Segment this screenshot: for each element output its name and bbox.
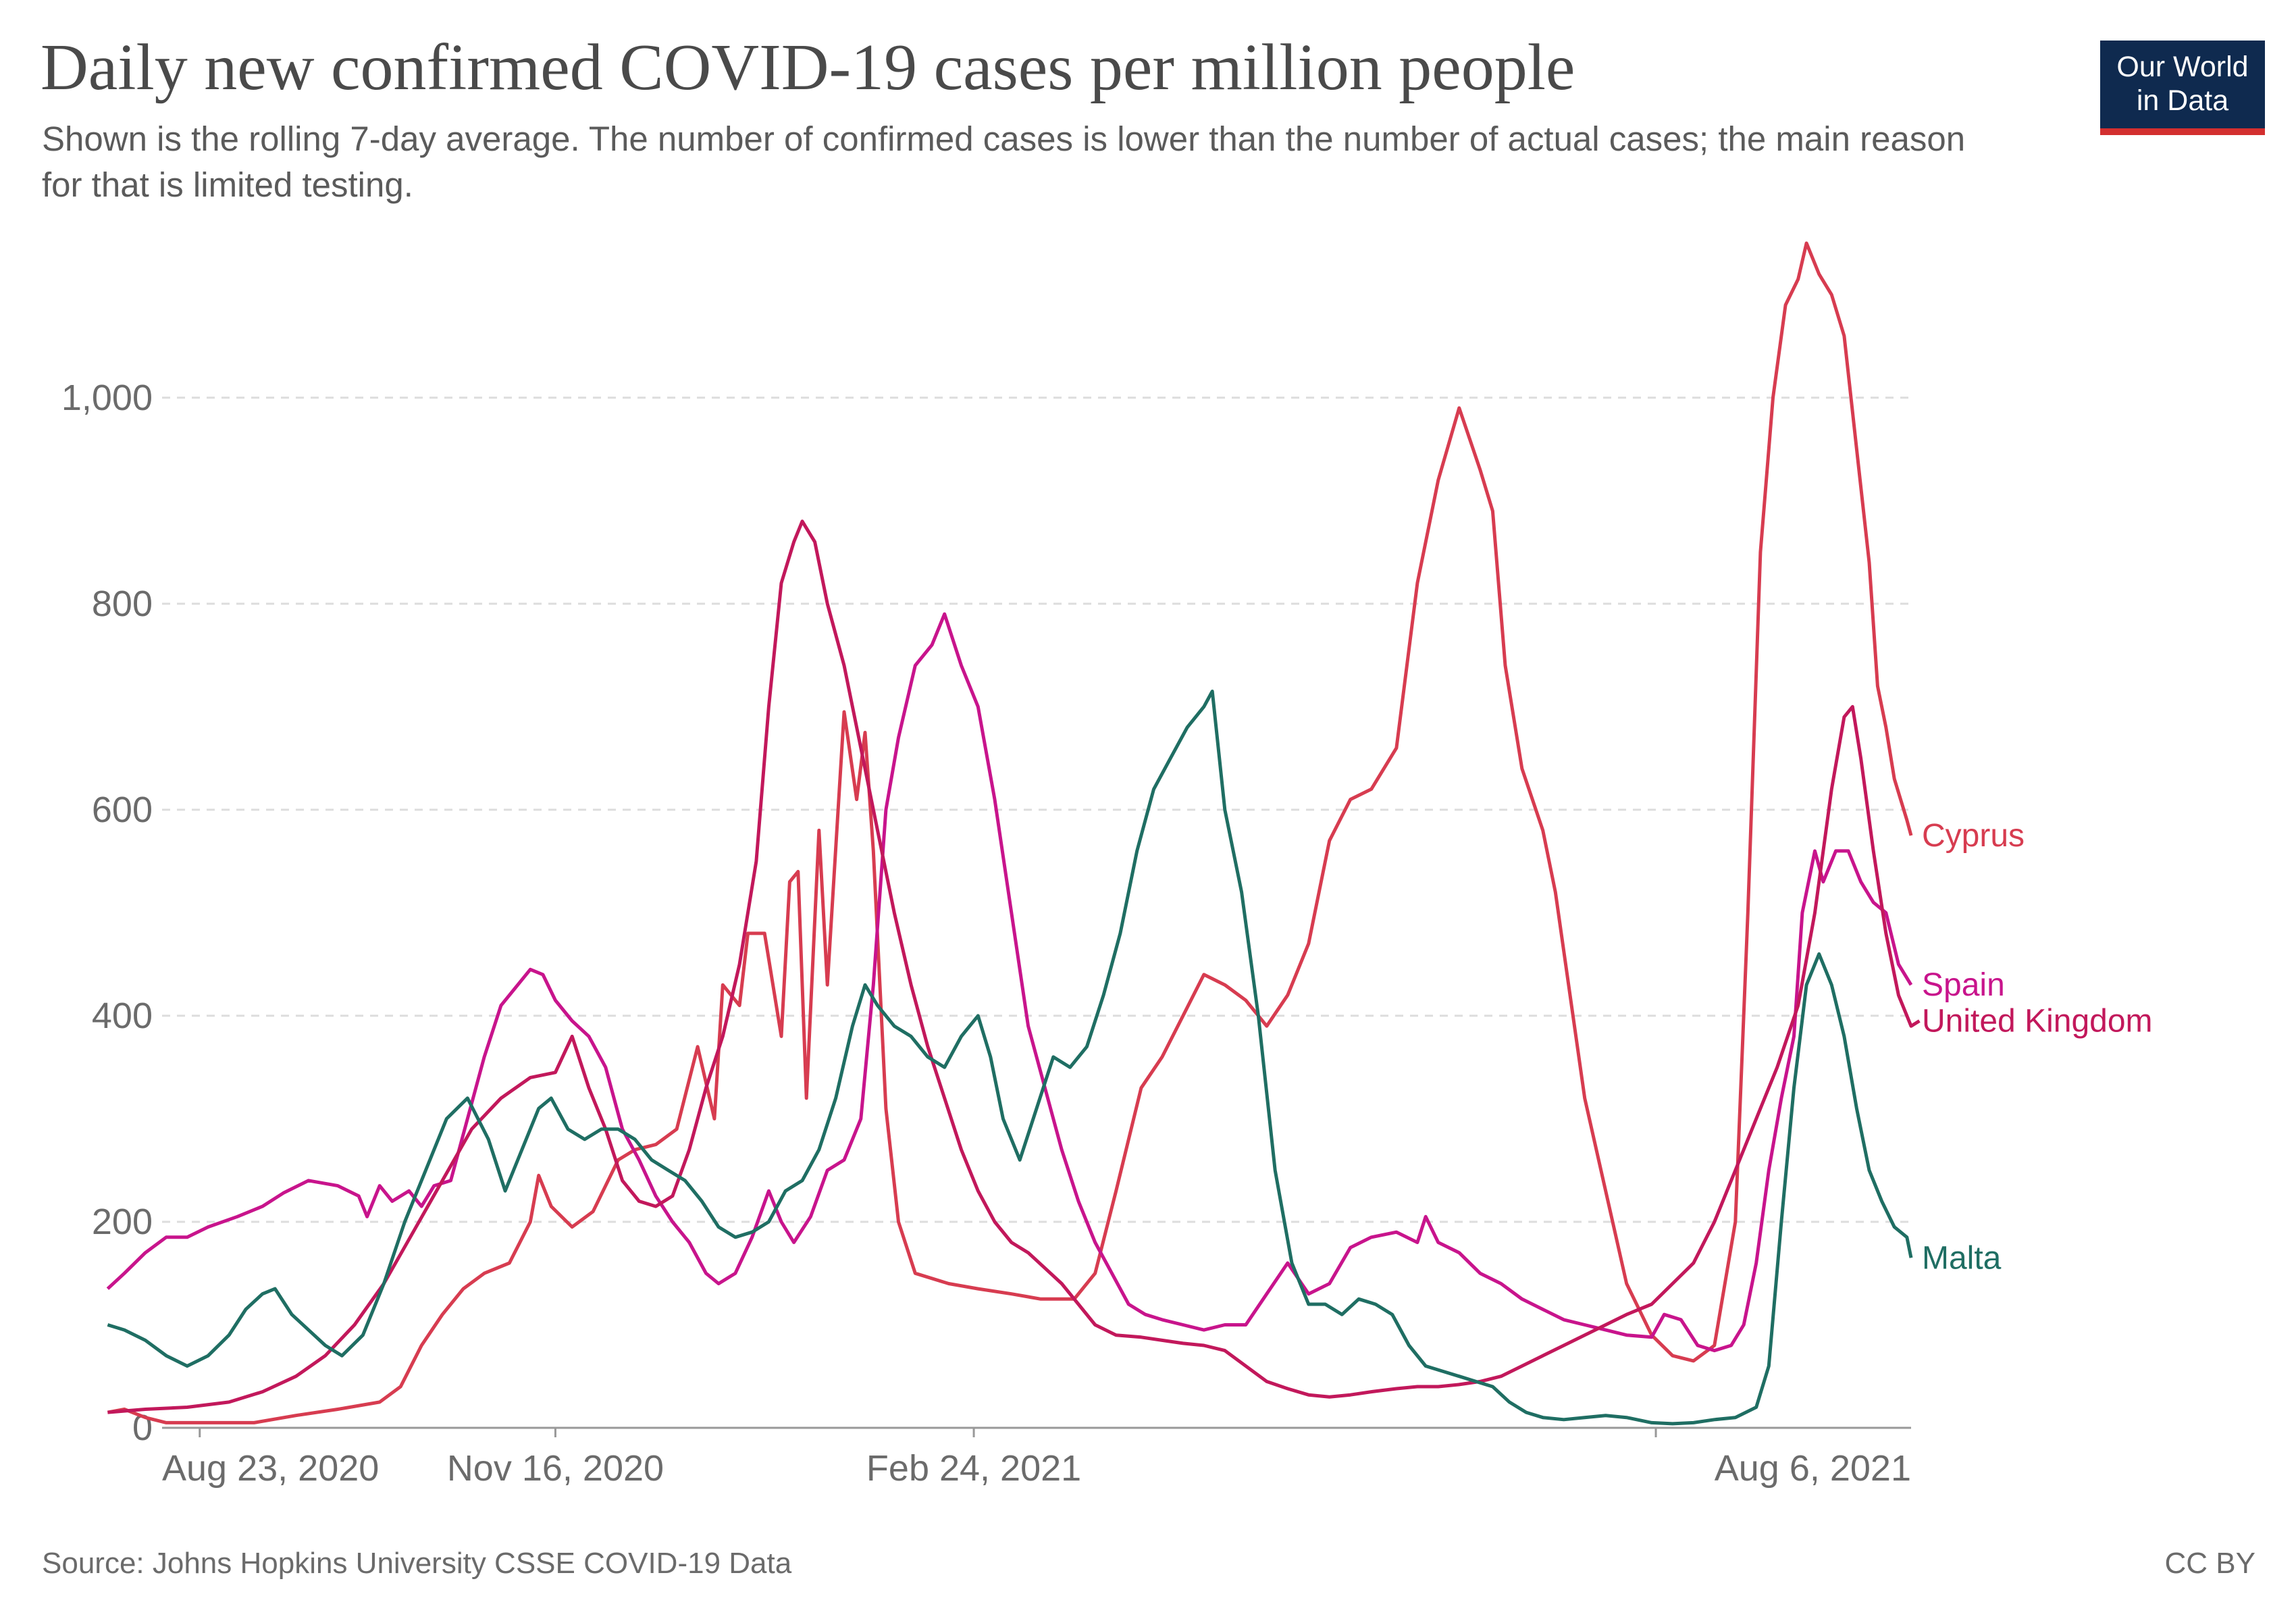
grid-lines xyxy=(162,396,1911,1429)
series-line-spain[interactable] xyxy=(106,612,1913,1353)
y-tick-label: 800 xyxy=(92,584,153,624)
x-tick-label: Aug 23, 2020 xyxy=(162,1448,379,1489)
source-note: Source: Johns Hopkins University CSSE CO… xyxy=(42,1547,792,1580)
chart-title: Daily new confirmed COVID-19 cases per m… xyxy=(41,31,1575,104)
y-tick-label: 600 xyxy=(92,790,153,830)
series-label-united-kingdom: United Kingdom xyxy=(1922,1004,2153,1039)
y-tick-label: 200 xyxy=(92,1202,153,1242)
series-line-cyprus[interactable] xyxy=(107,241,1913,1424)
y-tick-label: 400 xyxy=(92,996,153,1036)
logo-line-1: Our World xyxy=(2116,51,2249,83)
logo-line-2: in Data xyxy=(2136,84,2229,117)
series-label-malta: Malta xyxy=(1922,1240,2002,1276)
x-tick-label: Aug 6, 2021 xyxy=(1715,1448,1911,1489)
owid-logo[interactable]: Our World in Data xyxy=(2100,41,2265,135)
license-link[interactable]: CC BY xyxy=(2164,1547,2255,1580)
series-label-spain: Spain xyxy=(1922,967,2005,1003)
logo-accent-bar xyxy=(2100,128,2265,135)
logo-text: Our World in Data xyxy=(2100,50,2265,118)
y-tick-label: 1,000 xyxy=(61,378,153,418)
series-lines xyxy=(106,241,1921,1426)
series-label-cyprus: Cyprus xyxy=(1922,818,2025,854)
x-tick-label: Nov 16, 2020 xyxy=(447,1448,664,1489)
chart-subtitle: Shown is the rolling 7-day average. The … xyxy=(42,120,1966,204)
series-line-malta[interactable] xyxy=(107,690,1913,1426)
series-line-united-kingdom[interactable] xyxy=(107,519,1921,1414)
x-tick-label: Feb 24, 2021 xyxy=(866,1448,1081,1489)
x-axis-ticks: Aug 23, 2020 Nov 16, 2020 Feb 24, 2021 Aug … xyxy=(162,1428,1911,1489)
